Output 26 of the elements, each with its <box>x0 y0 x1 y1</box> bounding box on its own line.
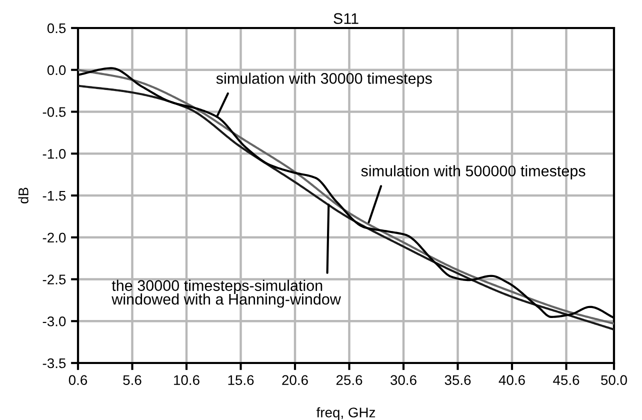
y-axis-title: dB <box>18 188 28 204</box>
annotation: simulation with 500000 timesteps <box>361 165 586 180</box>
x-tick-label: 20.6 <box>282 375 308 386</box>
x-tick-label: 25.6 <box>336 375 362 386</box>
y-tick-label: -1.5 <box>42 190 66 201</box>
x-tick-label: 35.6 <box>444 375 471 386</box>
y-tick-label: -2.0 <box>42 232 66 243</box>
chart-title: S11 <box>334 13 358 24</box>
x-tick-label: 45.6 <box>553 375 580 386</box>
y-tick-label: 0.0 <box>47 65 66 76</box>
annotation: the 30000 timesteps-simulation windowed with a Hanning-window <box>112 280 341 308</box>
x-tick-label: 15.6 <box>228 375 254 386</box>
y-tick-label: -3.5 <box>42 358 66 368</box>
x-tick-label: 40.6 <box>498 375 525 386</box>
y-tick-label: -3.0 <box>42 316 66 326</box>
y-tick-label: -1.0 <box>42 148 66 159</box>
annotation: simulation with 30000 timesteps <box>216 72 432 87</box>
y-tick-label: -2.5 <box>42 274 66 284</box>
x-axis-title: freq, GHz <box>316 407 376 420</box>
x-tick-label: 10.6 <box>174 375 200 386</box>
x-tick-label: 50.0 <box>601 375 627 386</box>
y-tick-label: -0.5 <box>42 107 66 117</box>
x-tick-label: 5.6 <box>123 375 142 386</box>
y-tick-label: 0.5 <box>47 23 66 34</box>
x-tick-label: 0.6 <box>68 375 88 386</box>
x-tick-label: 30.6 <box>390 375 416 386</box>
